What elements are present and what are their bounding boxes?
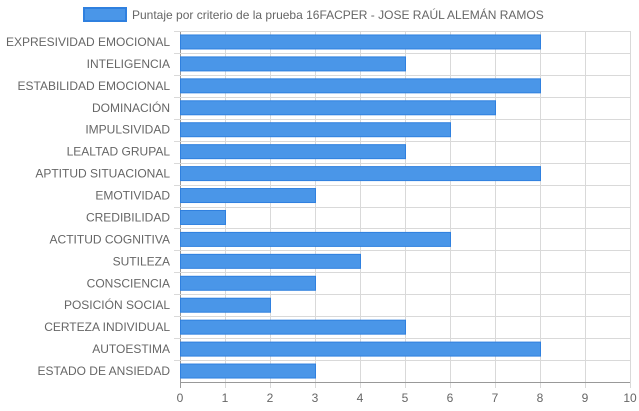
bar[interactable]: [180, 144, 406, 160]
category-label: EMOTIVIDAD: [95, 189, 170, 203]
x-tick-label: 4: [357, 391, 364, 405]
category-label: AUTOESTIMA: [92, 342, 170, 356]
bar[interactable]: [180, 253, 361, 269]
category-label: ACTITUD COGNITIVA: [50, 232, 170, 246]
x-tick-label: 5: [402, 391, 409, 405]
bar[interactable]: [180, 297, 271, 313]
bar[interactable]: [180, 341, 541, 357]
bar[interactable]: [180, 78, 541, 94]
x-tick-label: 8: [537, 391, 544, 405]
x-tick-label: 10: [623, 391, 637, 405]
category-label: ESTADO DE ANSIEDAD: [38, 364, 171, 378]
category-label: APTITUD SITUACIONAL: [35, 167, 170, 181]
legend-label: Puntaje por criterio de la prueba 16FACP…: [132, 7, 544, 22]
x-tick-label: 6: [447, 391, 454, 405]
x-tick-label: 3: [312, 391, 319, 405]
x-tick-label: 7: [492, 391, 499, 405]
bars: [180, 34, 541, 379]
category-label: SUTILEZA: [113, 254, 170, 268]
legend-swatch: [83, 7, 127, 22]
bar[interactable]: [180, 56, 406, 72]
x-tick-label: 9: [582, 391, 589, 405]
bar[interactable]: [180, 122, 451, 138]
bar[interactable]: [180, 209, 226, 225]
category-label: ESTABILIDAD EMOCIONAL: [18, 79, 171, 93]
x-tick-label: 0: [177, 391, 184, 405]
category-label: INTELIGENCIA: [87, 57, 170, 71]
bar[interactable]: [180, 100, 496, 116]
category-label: IMPULSIVIDAD: [85, 123, 170, 137]
category-label: POSICIÓN SOCIAL: [64, 297, 170, 312]
legend[interactable]: Puntaje por criterio de la prueba 16FACP…: [83, 7, 544, 22]
category-label: CONSCIENCIA: [87, 276, 170, 290]
bar[interactable]: [180, 166, 541, 182]
category-label: EXPRESIVIDAD EMOCIONAL: [6, 35, 170, 49]
bar[interactable]: [180, 34, 541, 50]
category-label: CERTEZA INDIVIDUAL: [44, 320, 170, 334]
category-label: LEALTAD GRUPAL: [67, 145, 171, 159]
x-tick-labels: 0 1 2 3 4 5 6 7 8 9 10: [177, 391, 637, 405]
bar[interactable]: [180, 188, 316, 204]
bar[interactable]: [180, 231, 451, 247]
bar[interactable]: [180, 363, 316, 379]
category-labels: EXPRESIVIDAD EMOCIONAL INTELIGENCIA ESTABI…: [6, 35, 170, 378]
category-label: DOMINACIÓN: [92, 100, 170, 115]
x-tick-label: 2: [267, 391, 274, 405]
bar[interactable]: [180, 319, 406, 335]
x-tick-label: 1: [222, 391, 229, 405]
category-label: CREDIBILIDAD: [86, 210, 170, 224]
bar[interactable]: [180, 275, 316, 291]
